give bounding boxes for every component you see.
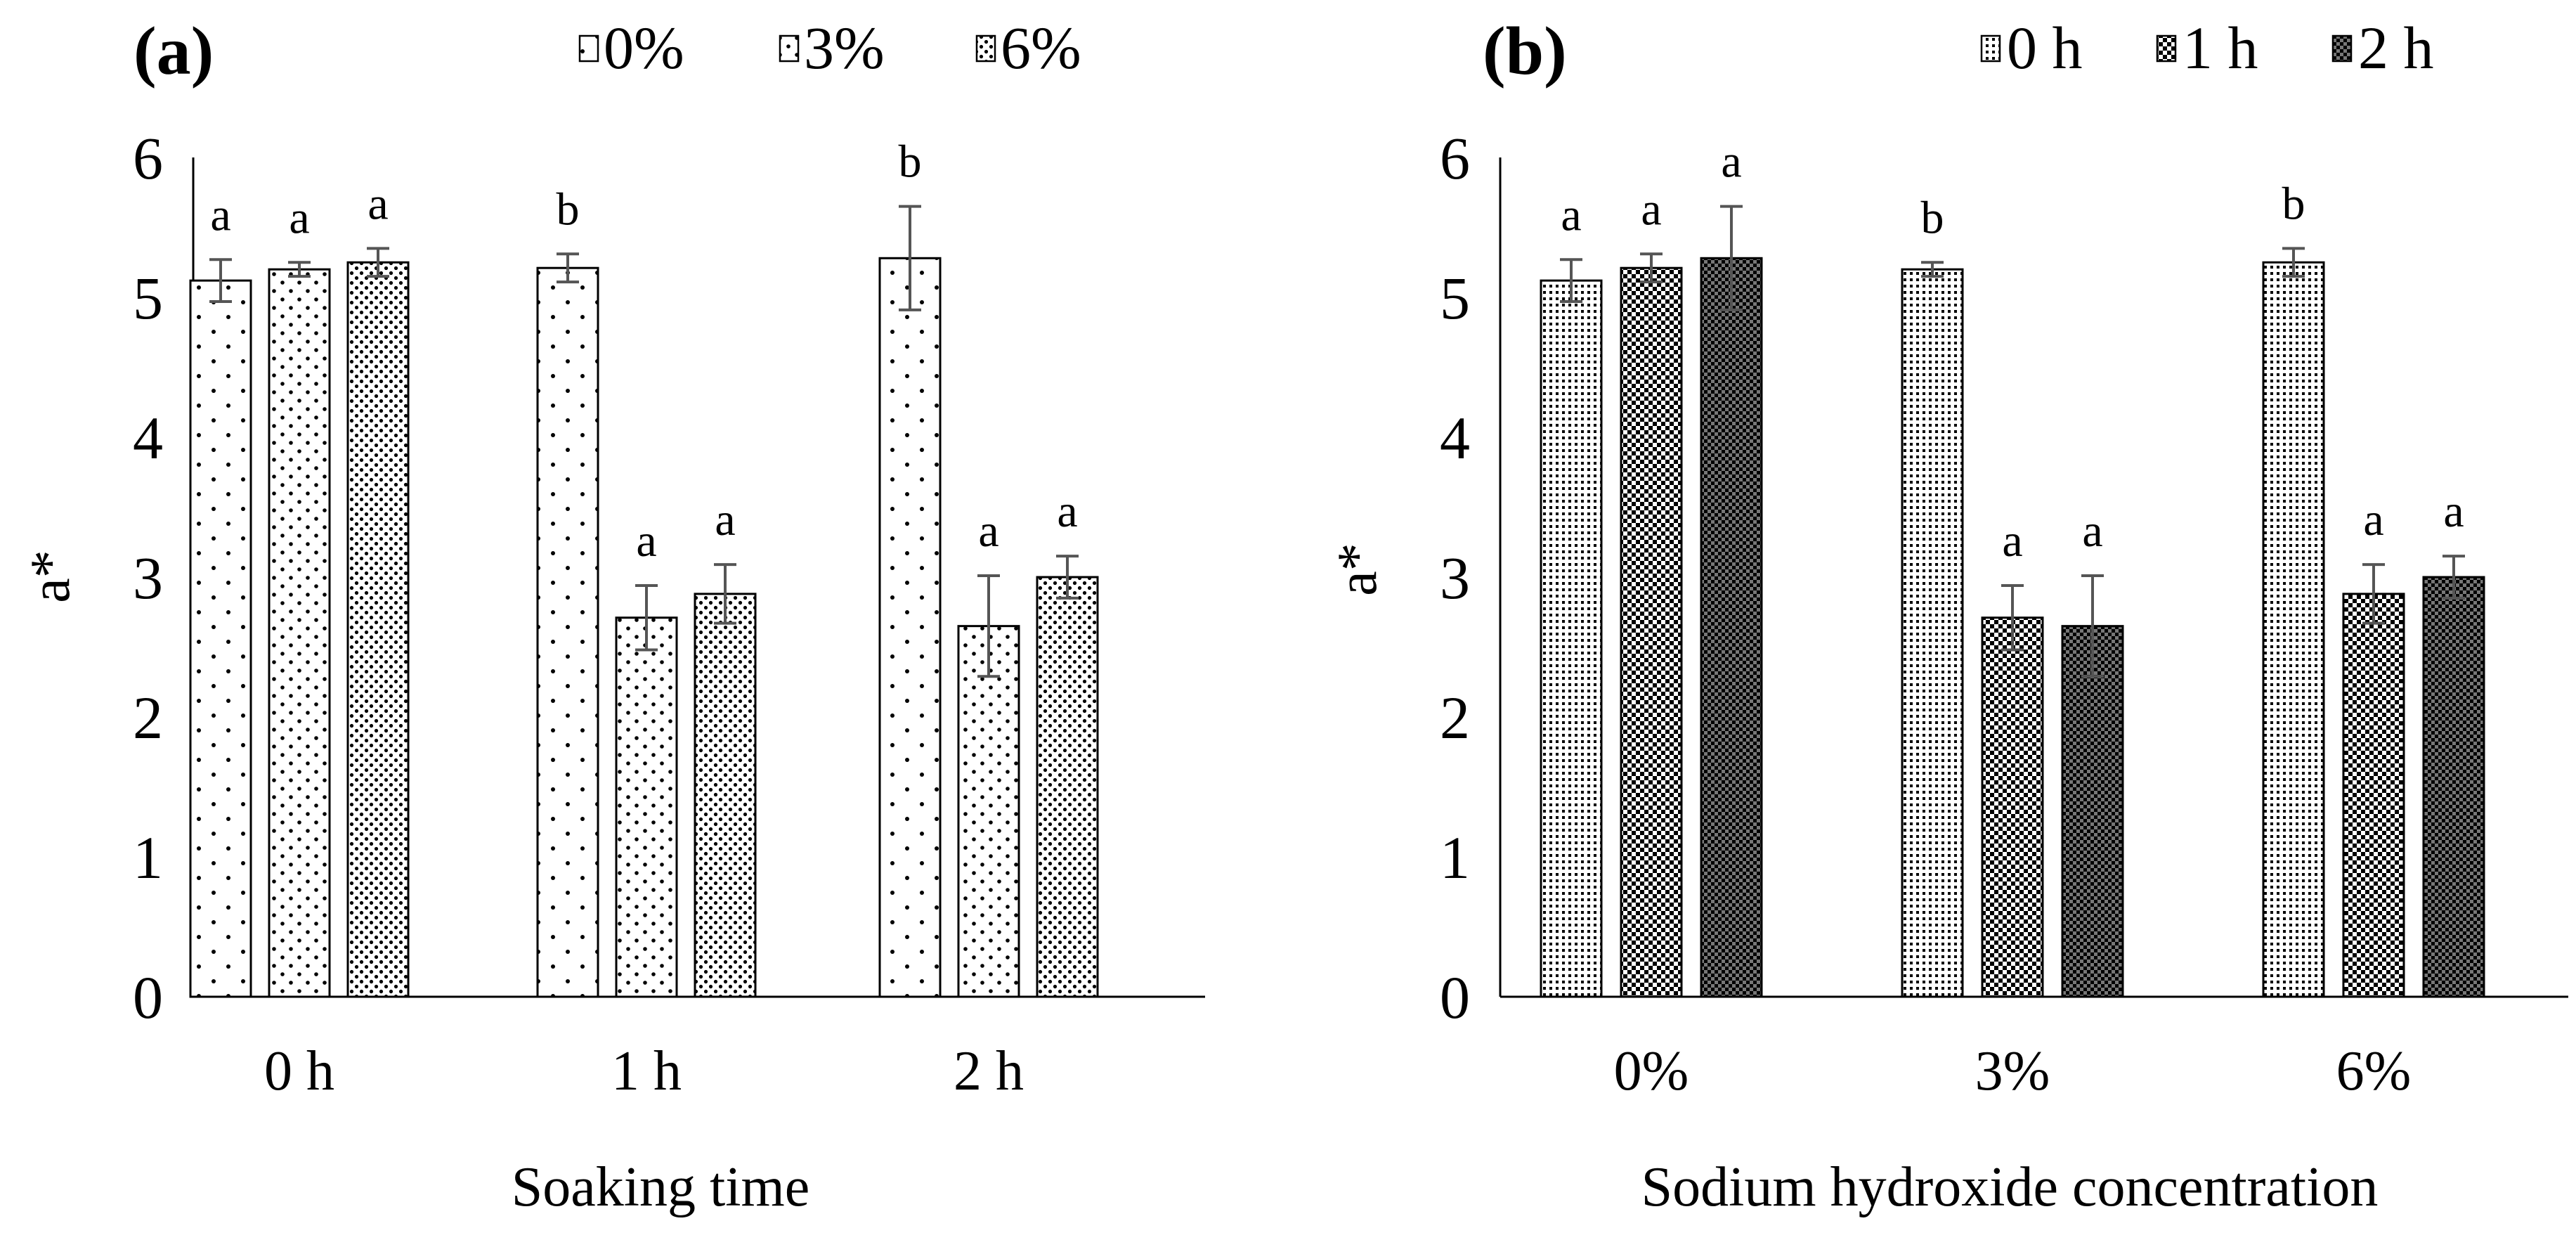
- bar: [1700, 257, 1763, 998]
- bar: [2262, 261, 2325, 998]
- y-tick-label: 6: [133, 124, 163, 192]
- legend-label: 0 h: [2007, 14, 2083, 82]
- significance-letter: a: [715, 494, 735, 545]
- significance-letter: a: [367, 178, 388, 229]
- x-tick-label: 1 h: [611, 1040, 682, 1102]
- legend-label: 0%: [604, 14, 684, 82]
- panel-a: 0 1 2 3 4 5 6 a* Soaking time (a) 0 h a a a 1 h b a a 2 h b…: [20, 13, 1205, 1218]
- significance-letter: a: [2002, 515, 2022, 567]
- bar: [957, 625, 1020, 998]
- legend-label: 3%: [804, 14, 885, 82]
- significance-letter: a: [2363, 494, 2383, 545]
- bar: [878, 257, 942, 998]
- bar: [1901, 268, 1964, 998]
- significance-letter: b: [899, 136, 922, 188]
- y-tick-label: 2: [1440, 684, 1470, 751]
- x-axis-label: Soaking time: [512, 1156, 809, 1218]
- panel-label: (b): [1483, 13, 1567, 89]
- y-tick-label: 0: [133, 964, 163, 1031]
- y-tick-label: 1: [133, 824, 163, 891]
- significance-letter: a: [1057, 486, 1077, 537]
- y-tick-label: 2: [133, 684, 163, 751]
- y-axis-label: a*: [20, 550, 82, 603]
- y-tick-label: 3: [133, 544, 163, 612]
- bar: [189, 279, 252, 998]
- bar: [2342, 593, 2405, 998]
- significance-letter: b: [2282, 178, 2305, 229]
- x-tick-label: 0 h: [264, 1040, 334, 1102]
- legend-label: 1 h: [2183, 14, 2258, 82]
- bar: [2422, 576, 2485, 998]
- bar: [536, 266, 599, 998]
- significance-letter: b: [557, 183, 580, 235]
- legend-swatch: [1980, 34, 2001, 63]
- bar: [615, 616, 678, 998]
- y-tick-label: 5: [1440, 264, 1470, 332]
- bar: [1620, 266, 1683, 998]
- significance-letter: a: [289, 192, 309, 243]
- x-tick-label: 3%: [1975, 1040, 2050, 1102]
- bar: [1540, 279, 1603, 998]
- panel-label: (a): [134, 13, 214, 89]
- significance-letter: b: [1921, 192, 1944, 243]
- legend-swatch: [578, 34, 599, 63]
- significance-letter: a: [978, 505, 998, 557]
- y-tick-label: 5: [133, 264, 163, 332]
- bar: [2061, 625, 2124, 998]
- y-tick-label: 4: [133, 404, 163, 472]
- x-tick-label: 6%: [2336, 1040, 2412, 1102]
- legend-label: 6%: [1001, 14, 1081, 82]
- legend-label: 2 h: [2358, 14, 2434, 82]
- significance-letter: a: [2082, 505, 2102, 557]
- significance-letter: a: [210, 189, 230, 240]
- bar: [694, 593, 757, 998]
- x-axis-label: Sodium hydroxide concentration: [1641, 1156, 2379, 1218]
- legend-swatch: [975, 34, 996, 63]
- legend-swatch: [2156, 34, 2177, 63]
- significance-letter: a: [636, 515, 656, 567]
- significance-letter: a: [2443, 486, 2464, 537]
- y-tick-label: 3: [1440, 544, 1470, 612]
- bar: [1981, 616, 2044, 998]
- panel-b: 0 1 2 3 4 5 6 a* Sodium hydroxide concentration (…: [1327, 13, 2568, 1218]
- legend-swatch: [779, 34, 800, 63]
- bar: [346, 261, 410, 998]
- significance-letter: a: [1561, 189, 1581, 240]
- y-axis-label: a*: [1327, 543, 1388, 596]
- y-tick-label: 1: [1440, 824, 1470, 891]
- significance-letter: a: [1641, 183, 1661, 235]
- bar: [1036, 576, 1099, 998]
- y-tick-label: 0: [1440, 964, 1470, 1031]
- legend-swatch: [2331, 34, 2353, 63]
- significance-letter: a: [1721, 136, 1741, 188]
- x-tick-label: 2 h: [954, 1040, 1024, 1102]
- x-tick-label: 0%: [1614, 1040, 1689, 1102]
- y-tick-label: 4: [1440, 404, 1470, 472]
- y-tick-label: 6: [1440, 124, 1470, 192]
- bar: [268, 268, 331, 998]
